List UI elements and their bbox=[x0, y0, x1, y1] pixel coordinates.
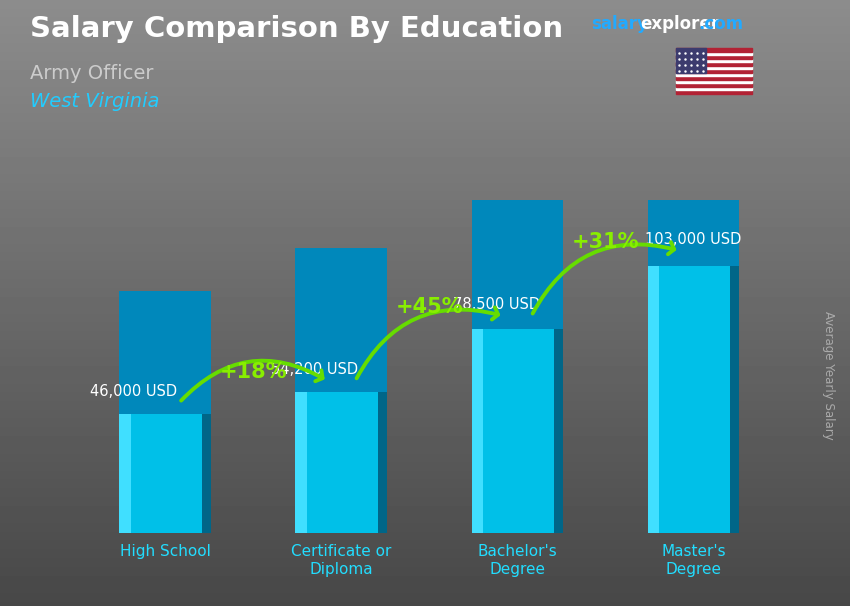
Bar bbox=[676, 80, 752, 84]
Text: 54,200 USD: 54,200 USD bbox=[271, 362, 359, 377]
Text: Average Yearly Salary: Average Yearly Salary bbox=[822, 311, 836, 440]
Bar bbox=[676, 70, 752, 73]
Bar bbox=[472, 120, 563, 329]
Bar bbox=[676, 76, 752, 80]
Bar bbox=[676, 59, 752, 62]
Text: +18%: +18% bbox=[219, 362, 287, 382]
Bar bbox=[676, 48, 706, 73]
Bar bbox=[119, 291, 211, 414]
Bar bbox=[648, 259, 660, 533]
Bar bbox=[676, 56, 752, 59]
Text: .com: .com bbox=[698, 15, 743, 33]
Text: salary: salary bbox=[591, 15, 648, 33]
Bar bbox=[730, 259, 740, 533]
Bar bbox=[676, 48, 752, 52]
Text: 103,000 USD: 103,000 USD bbox=[645, 231, 741, 247]
Bar bbox=[296, 389, 387, 533]
Text: 78,500 USD: 78,500 USD bbox=[452, 297, 540, 312]
Bar bbox=[472, 324, 563, 533]
Text: 46,000 USD: 46,000 USD bbox=[90, 384, 177, 399]
Bar bbox=[296, 248, 387, 392]
Bar bbox=[648, 0, 740, 265]
Bar bbox=[676, 87, 752, 90]
Bar bbox=[676, 66, 752, 70]
Bar bbox=[201, 411, 211, 533]
Text: +45%: +45% bbox=[395, 298, 463, 318]
Bar bbox=[676, 62, 752, 66]
Bar bbox=[378, 389, 387, 533]
Text: West Virginia: West Virginia bbox=[30, 92, 159, 111]
Bar bbox=[676, 90, 752, 94]
Text: +31%: +31% bbox=[571, 232, 639, 252]
Bar bbox=[648, 259, 740, 533]
Bar bbox=[676, 84, 752, 87]
Bar bbox=[676, 52, 752, 56]
Bar bbox=[472, 324, 484, 533]
Bar bbox=[554, 324, 563, 533]
Bar bbox=[296, 389, 308, 533]
Text: explorer: explorer bbox=[640, 15, 719, 33]
Bar bbox=[119, 411, 211, 533]
Text: Army Officer: Army Officer bbox=[30, 64, 153, 82]
Bar bbox=[676, 73, 752, 76]
Bar bbox=[119, 411, 131, 533]
Text: Salary Comparison By Education: Salary Comparison By Education bbox=[30, 15, 563, 43]
